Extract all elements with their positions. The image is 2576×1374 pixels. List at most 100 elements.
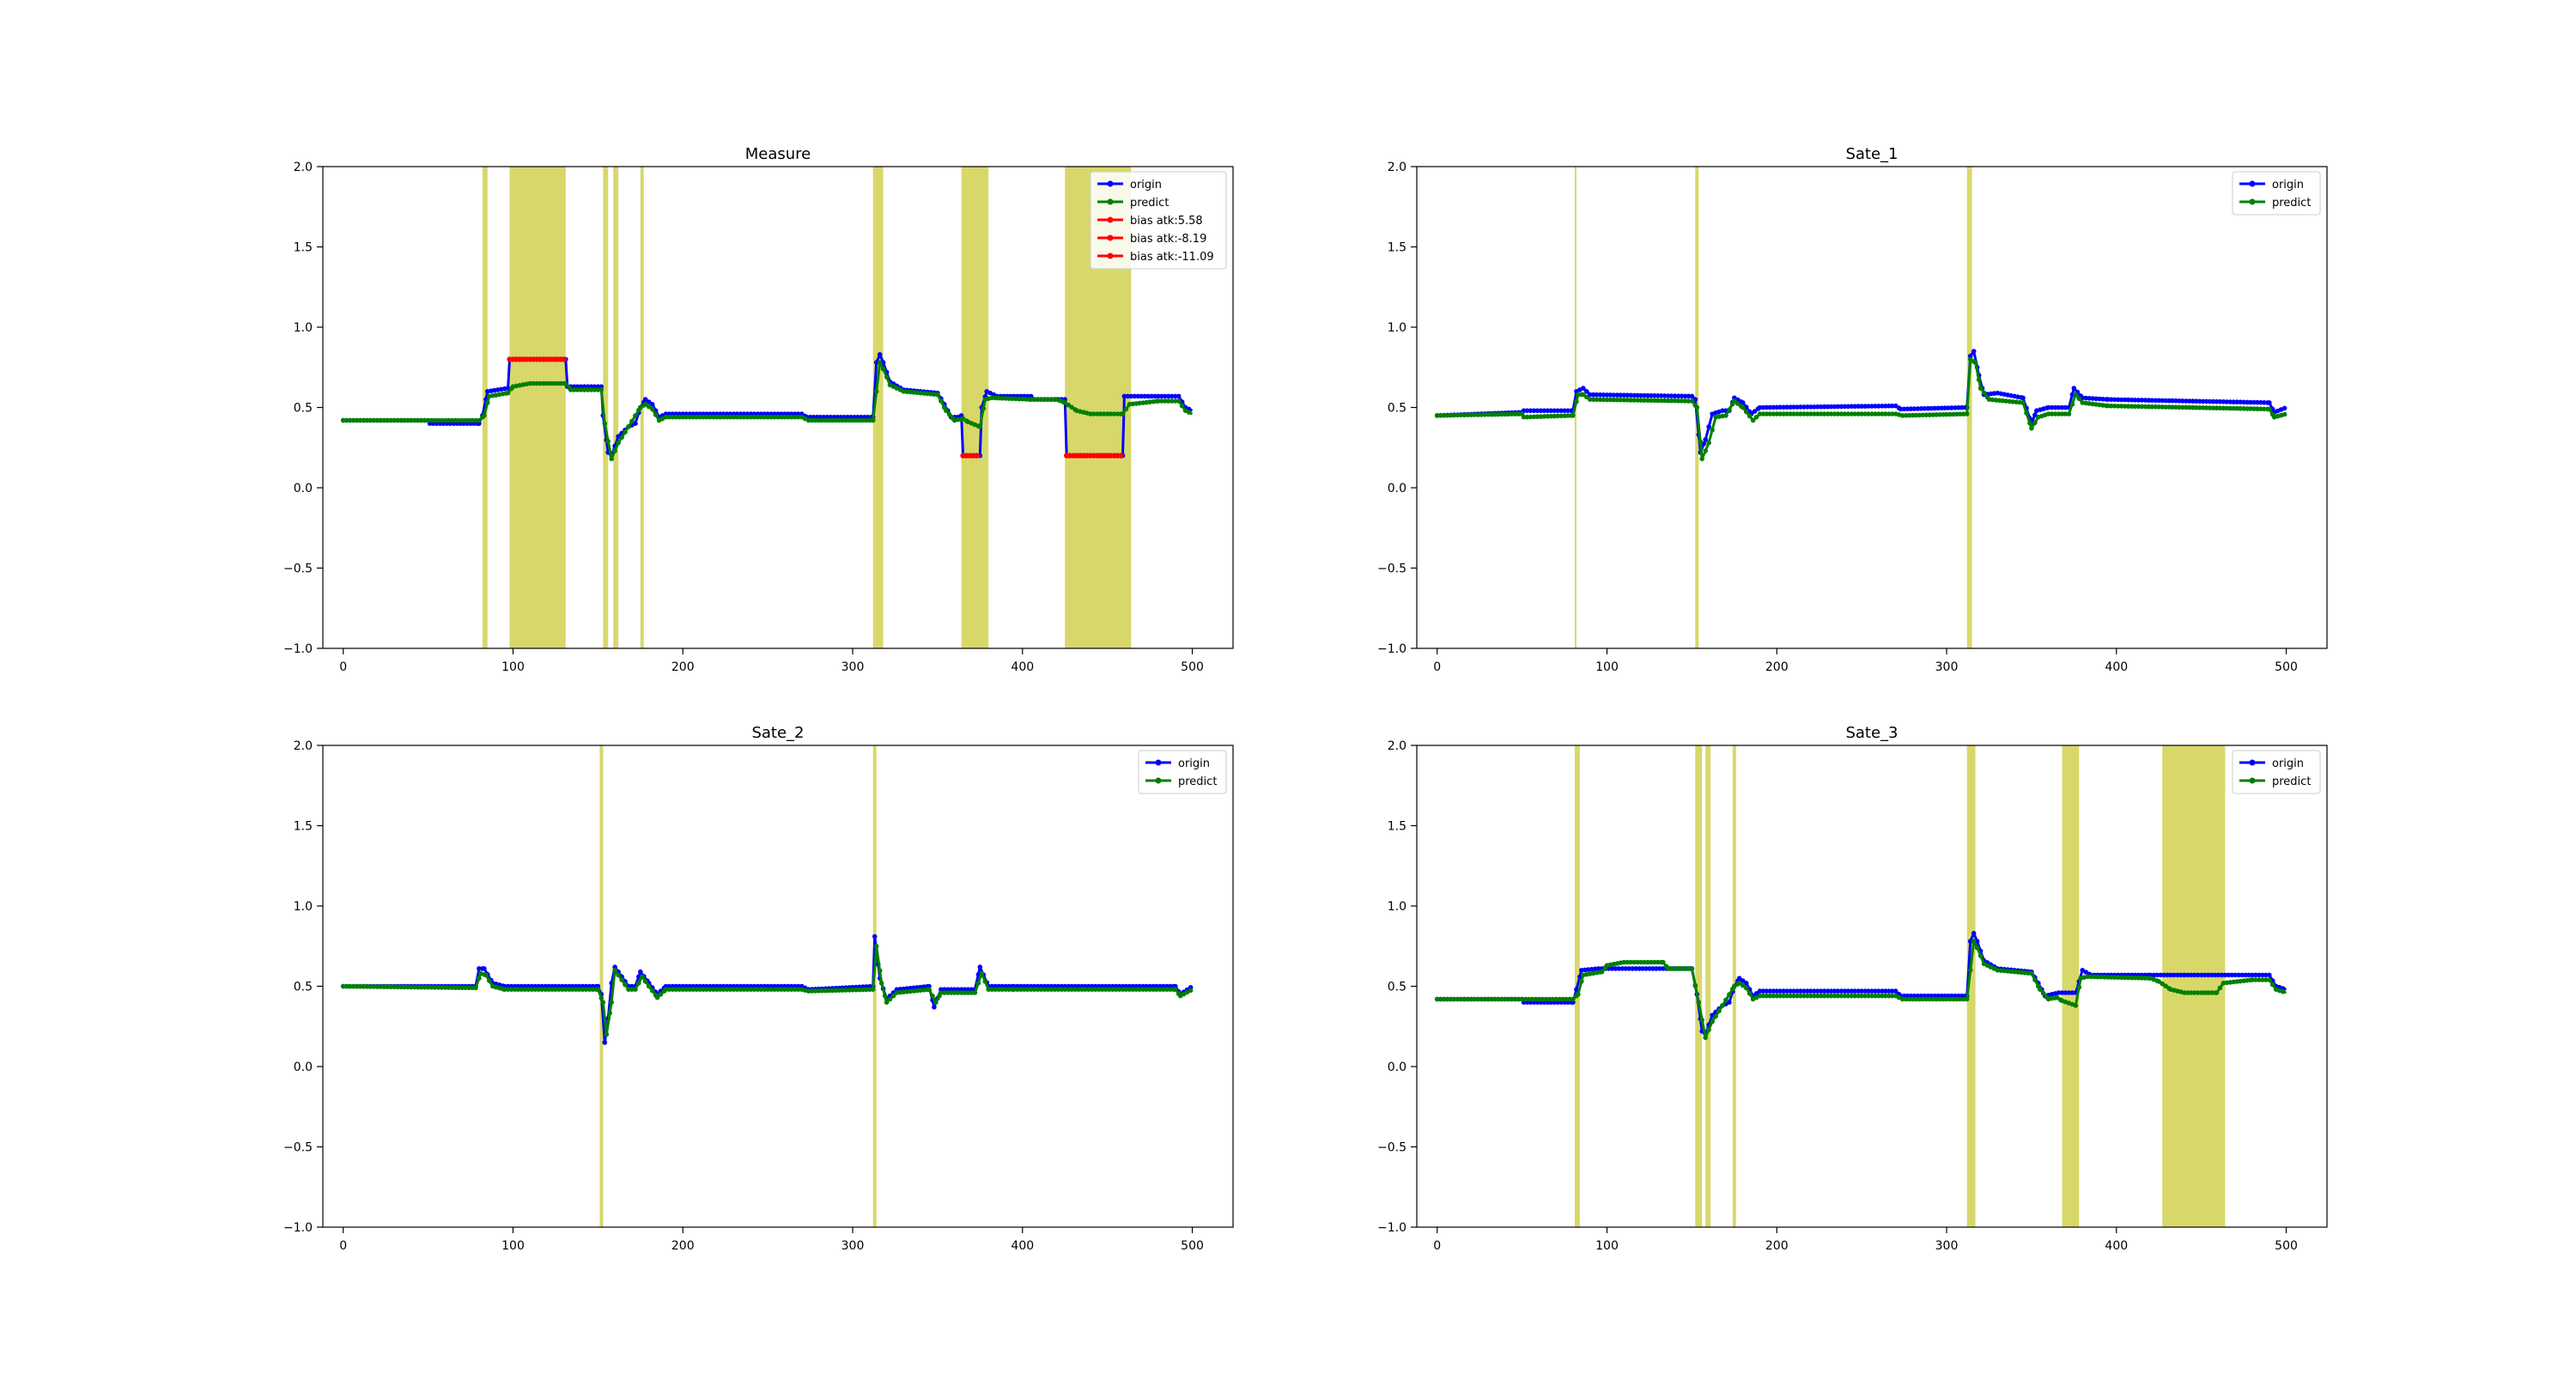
data-point — [1849, 993, 1855, 999]
data-point — [1489, 411, 1494, 417]
data-point — [1828, 404, 1834, 410]
data-point — [1913, 996, 1919, 1002]
data-point — [1951, 996, 1956, 1002]
data-point — [1876, 993, 1881, 999]
data-point — [1621, 959, 1627, 965]
data-point — [951, 990, 957, 995]
data-point — [1934, 412, 1939, 417]
data-point — [1018, 987, 1024, 992]
data-point — [1903, 413, 1909, 418]
data-point — [2029, 970, 2034, 976]
panel-sate-3: 0 100 200 300 400 500 −1.0 −0.5 0.0 0.5 1.0 1.5 2.0 S… — [1377, 724, 2328, 1253]
data-point — [2146, 404, 2152, 410]
data-point — [415, 984, 421, 990]
data-point — [1706, 440, 1711, 446]
data-point — [1862, 404, 1868, 409]
data-point — [1747, 413, 1753, 419]
data-point — [569, 987, 575, 992]
data-point — [1723, 997, 1728, 1003]
data-point — [1472, 996, 1477, 1002]
data-point — [751, 414, 757, 420]
data-point — [388, 984, 393, 989]
data-point — [1873, 988, 1878, 994]
data-point — [727, 414, 733, 420]
data-point — [1951, 411, 1956, 417]
data-point — [2166, 398, 2172, 404]
data-point — [1971, 931, 1977, 936]
attack-span-5 — [872, 167, 884, 648]
data-point — [649, 988, 655, 994]
data-point — [795, 414, 801, 420]
data-point — [1545, 414, 1551, 419]
series-origin — [1434, 931, 2287, 1037]
data-point — [1434, 413, 1440, 418]
data-point — [604, 1031, 610, 1037]
data-point — [350, 417, 356, 423]
data-point — [1842, 411, 1848, 416]
data-point — [522, 987, 528, 992]
series-origin — [1434, 349, 2287, 455]
data-point — [2190, 404, 2196, 410]
data-point — [2109, 975, 2114, 980]
x-tick-label: 100 — [501, 1239, 525, 1253]
data-point — [993, 395, 998, 401]
data-point — [1604, 392, 1610, 398]
data-point — [2198, 972, 2204, 978]
data-point — [680, 987, 686, 992]
data-point — [930, 993, 935, 999]
data-point — [1090, 987, 1095, 992]
data-point — [2224, 399, 2230, 404]
chart-title: Sate_1 — [1845, 145, 1898, 163]
attack-span-3 — [613, 167, 619, 648]
data-point — [877, 360, 883, 365]
data-point — [1434, 996, 1440, 1002]
data-point — [515, 987, 521, 992]
data-point — [1441, 996, 1447, 1002]
data-point — [1633, 966, 1638, 971]
data-point — [996, 987, 1001, 992]
data-point — [1157, 987, 1163, 992]
panel-sate-2: 0 100 200 300 400 500 −1.0 −0.5 0.0 0.5 1.0 1.5 2.0 S… — [283, 724, 1234, 1253]
data-point — [1732, 983, 1737, 989]
data-point — [1048, 987, 1054, 992]
data-point — [2029, 426, 2034, 431]
data-point — [626, 987, 631, 992]
data-point — [1590, 397, 1596, 403]
data-point — [385, 984, 390, 989]
data-point — [1672, 393, 1678, 398]
data-point — [539, 987, 544, 992]
data-point — [1791, 993, 1796, 999]
data-point — [1808, 993, 1814, 999]
data-point — [1767, 993, 1773, 999]
data-point — [1703, 448, 1708, 453]
data-point — [677, 414, 683, 420]
data-point — [1130, 987, 1136, 992]
data-point — [1156, 393, 1161, 399]
data-point — [578, 387, 584, 392]
data-point — [864, 987, 869, 993]
data-point — [1832, 411, 1838, 416]
data-point — [2267, 977, 2272, 982]
legend-marker — [1107, 180, 1114, 187]
data-point — [1613, 966, 1619, 971]
data-point — [2139, 398, 2145, 403]
data-point — [1635, 398, 1640, 403]
data-point — [872, 933, 878, 939]
data-point — [2231, 399, 2236, 404]
data-point — [880, 360, 886, 365]
data-point — [1903, 996, 1909, 1002]
data-point — [2076, 396, 2082, 402]
y-tick-label: 1.5 — [294, 820, 313, 834]
data-point — [1621, 398, 1627, 403]
series-predict — [340, 360, 1194, 462]
data-point — [1832, 993, 1838, 999]
data-point — [2132, 404, 2138, 410]
data-point — [887, 996, 893, 1002]
data-point — [2129, 397, 2135, 403]
data-point — [1035, 397, 1041, 402]
data-point — [600, 1000, 606, 1005]
data-point — [412, 984, 417, 990]
data-point — [1623, 966, 1628, 971]
data-point — [590, 987, 596, 992]
y-tick-label: 2.0 — [294, 161, 313, 174]
